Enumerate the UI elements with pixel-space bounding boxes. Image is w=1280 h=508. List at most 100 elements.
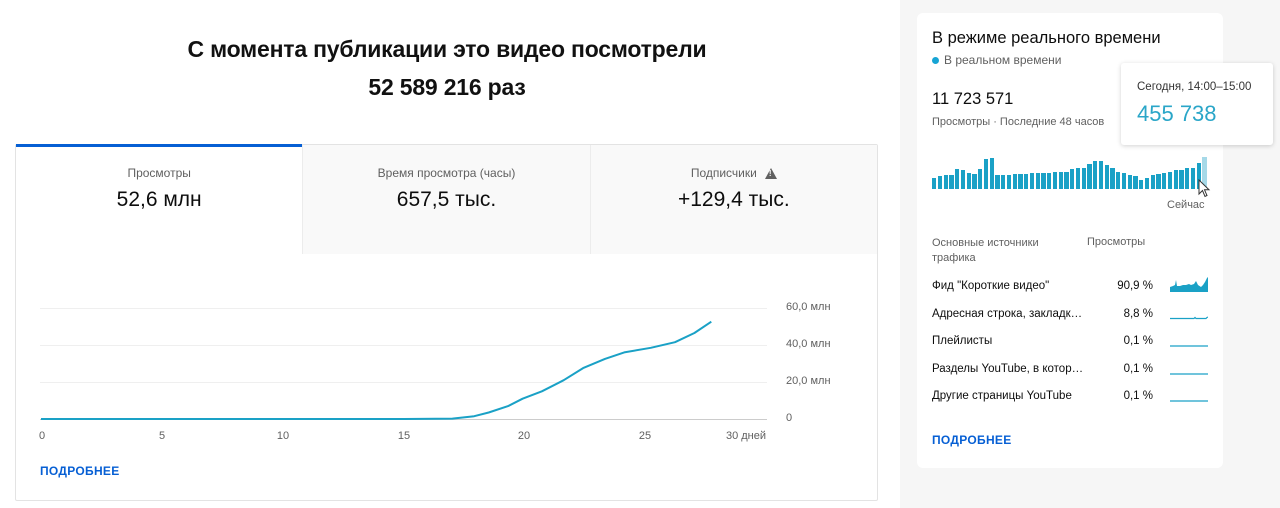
sources-header: Основные источники трафика bbox=[932, 237, 1039, 264]
realtime-bar[interactable] bbox=[978, 169, 983, 189]
live-dot-icon bbox=[932, 56, 939, 64]
source-pct: 8,8 % bbox=[1123, 308, 1153, 320]
realtime-card: В режиме реального времени В реальном вр… bbox=[917, 13, 1223, 468]
realtime-bar[interactable] bbox=[1081, 168, 1086, 189]
x-tick-5: 5 bbox=[158, 430, 166, 442]
realtime-bar[interactable] bbox=[1185, 168, 1190, 189]
realtime-bar[interactable] bbox=[1116, 171, 1121, 189]
realtime-bar[interactable] bbox=[1139, 179, 1144, 189]
gridline-40 bbox=[40, 345, 767, 346]
realtime-bar[interactable] bbox=[1190, 168, 1196, 189]
x-tick-10: 10 bbox=[276, 430, 290, 442]
realtime-bar[interactable] bbox=[1110, 168, 1115, 189]
realtime-count: 11 723 571 bbox=[932, 90, 1014, 108]
realtime-bar[interactable] bbox=[1001, 174, 1006, 189]
source-name: Другие страницы YouTube bbox=[932, 390, 1072, 402]
views-line-chart: 60,0 млн 40,0 млн 20,0 млн 0 0 5 10 15 2… bbox=[16, 254, 877, 454]
tooltip-label: Сегодня, 14:00–15:00 bbox=[1137, 81, 1252, 93]
realtime-bar[interactable] bbox=[1052, 171, 1058, 189]
realtime-bar[interactable] bbox=[1064, 171, 1069, 189]
realtime-bar[interactable] bbox=[1104, 165, 1109, 189]
source-pct: 90,9 % bbox=[1117, 280, 1153, 292]
realtime-bar[interactable] bbox=[966, 172, 971, 189]
realtime-bar[interactable] bbox=[1167, 171, 1173, 189]
realtime-bar[interactable] bbox=[1162, 172, 1167, 189]
views-line bbox=[41, 320, 712, 420]
overview-section: С момента публикации это видео посмотрел… bbox=[0, 0, 900, 508]
realtime-bar[interactable] bbox=[960, 170, 966, 189]
realtime-bar[interactable] bbox=[932, 177, 937, 189]
sparkline-icon bbox=[1170, 373, 1208, 375]
sparkline-icon bbox=[1170, 400, 1208, 402]
tab-views-label: Просмотры bbox=[127, 166, 191, 180]
realtime-bar[interactable] bbox=[1075, 168, 1081, 189]
more-details-link[interactable]: ПОДРОБНЕЕ bbox=[40, 464, 120, 478]
realtime-bar[interactable] bbox=[1202, 157, 1207, 189]
sparkline-icon bbox=[1170, 345, 1208, 347]
sparkline-icon bbox=[1170, 316, 1208, 320]
realtime-bar[interactable] bbox=[1133, 175, 1138, 189]
realtime-bar[interactable] bbox=[1098, 161, 1104, 189]
realtime-bar[interactable] bbox=[1093, 161, 1098, 189]
source-pct: 0,1 % bbox=[1123, 335, 1153, 347]
tab-views-value: 52,6 млн bbox=[116, 188, 202, 211]
realtime-bar[interactable] bbox=[1012, 173, 1017, 189]
views-header: Просмотры bbox=[1087, 236, 1146, 248]
realtime-bar[interactable] bbox=[1196, 163, 1201, 189]
realtime-bar[interactable] bbox=[1144, 177, 1150, 189]
realtime-bar[interactable] bbox=[1173, 170, 1178, 189]
headline-total-views: 52 589 216 раз bbox=[368, 74, 526, 100]
y-tick-40: 40,0 млн bbox=[786, 338, 831, 350]
metrics-card: Просмотры 52,6 млн Время просмотра (часы… bbox=[15, 144, 878, 501]
realtime-bar[interactable] bbox=[1179, 170, 1184, 189]
source-row: Другие страницы YouTube 0,1 % bbox=[932, 390, 1208, 410]
realtime-bar[interactable] bbox=[972, 173, 977, 189]
realtime-bar[interactable] bbox=[995, 174, 1000, 189]
realtime-bar[interactable] bbox=[1058, 171, 1063, 189]
realtime-bar[interactable] bbox=[1035, 172, 1040, 189]
realtime-bar[interactable] bbox=[989, 158, 994, 189]
gridline-60 bbox=[40, 308, 767, 309]
source-name: Адресная строка, закладк… bbox=[932, 308, 1083, 320]
tab-watch-time-label: Время просмотра (часы) bbox=[377, 166, 516, 180]
y-tick-60: 60,0 млн bbox=[786, 301, 831, 313]
warning-icon[interactable] bbox=[764, 167, 777, 179]
realtime-bar[interactable] bbox=[983, 159, 989, 189]
source-row: Разделы YouTube, в котор… 0,1 % bbox=[932, 363, 1208, 383]
realtime-bar[interactable] bbox=[937, 175, 943, 189]
headline: С момента публикации это видео посмотрел… bbox=[0, 30, 894, 106]
realtime-bar-chart[interactable] bbox=[932, 145, 1208, 189]
realtime-more-details-link[interactable]: ПОДРОБНЕЕ bbox=[932, 433, 1012, 447]
realtime-bar[interactable] bbox=[1029, 172, 1035, 189]
sparkline-icon bbox=[1170, 277, 1208, 292]
tab-watch-time[interactable]: Время просмотра (часы) 657,5 тыс. bbox=[302, 145, 590, 254]
realtime-bar[interactable] bbox=[1121, 172, 1127, 189]
mouse-cursor-icon bbox=[1198, 179, 1211, 198]
realtime-bar[interactable] bbox=[1047, 172, 1052, 189]
tab-watch-time-value: 657,5 тыс. bbox=[396, 188, 497, 211]
headline-text: С момента публикации это видео посмотрел… bbox=[187, 36, 707, 62]
realtime-bar[interactable] bbox=[1127, 174, 1132, 189]
realtime-bar[interactable] bbox=[1018, 173, 1023, 189]
realtime-bar[interactable] bbox=[955, 169, 960, 189]
y-tick-20: 20,0 млн bbox=[786, 375, 831, 387]
x-tick-0: 0 bbox=[39, 430, 46, 442]
realtime-bar[interactable] bbox=[1070, 169, 1075, 189]
tab-views[interactable]: Просмотры 52,6 млн bbox=[16, 144, 303, 254]
x-tick-20: 20 bbox=[517, 430, 531, 442]
realtime-bar[interactable] bbox=[1024, 173, 1029, 189]
realtime-bar[interactable] bbox=[1087, 164, 1092, 189]
tooltip-value: 455 738 bbox=[1137, 101, 1217, 126]
source-name: Фид "Короткие видео" bbox=[932, 280, 1050, 292]
metric-tabs: Просмотры 52,6 млн Время просмотра (часы… bbox=[16, 144, 877, 254]
realtime-bar[interactable] bbox=[1156, 173, 1161, 189]
tab-subscribers[interactable]: Подписчики +129,4 тыс. bbox=[589, 145, 877, 254]
realtime-bar[interactable] bbox=[1041, 172, 1046, 189]
live-label: В реальном времени bbox=[944, 53, 1062, 67]
realtime-bar[interactable] bbox=[1006, 174, 1012, 189]
realtime-bar[interactable] bbox=[949, 174, 954, 189]
realtime-bar[interactable] bbox=[1150, 174, 1155, 189]
source-pct: 0,1 % bbox=[1123, 363, 1153, 375]
realtime-bar[interactable] bbox=[943, 174, 948, 189]
